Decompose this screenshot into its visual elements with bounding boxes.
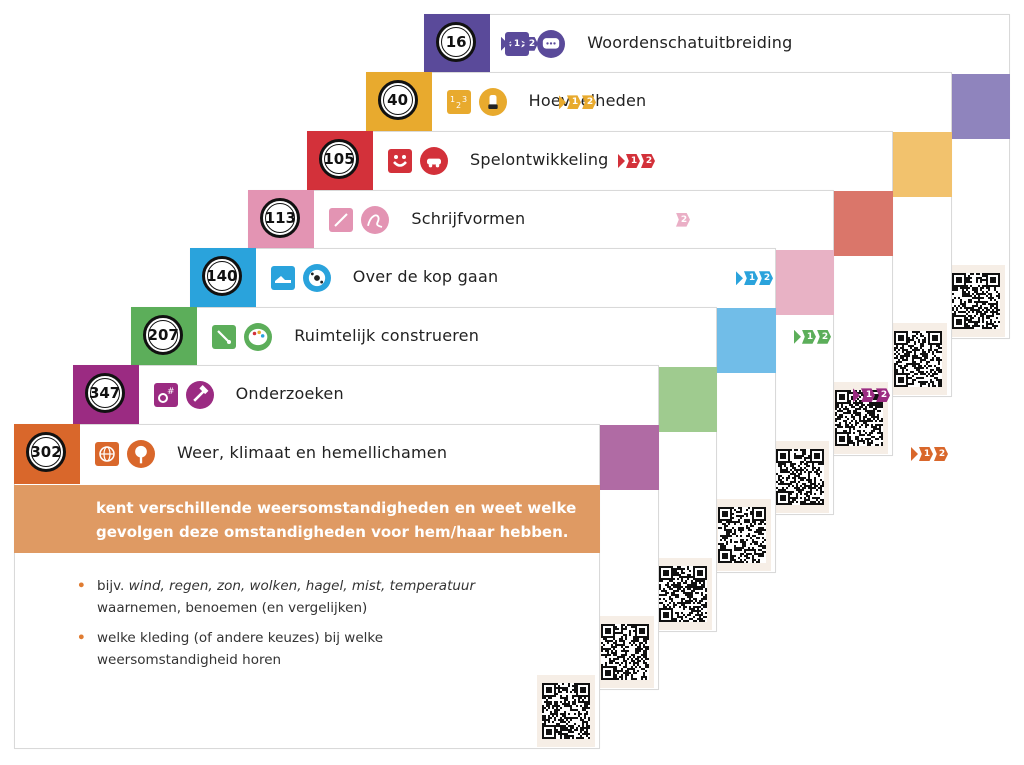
tree-icon <box>127 440 155 468</box>
level-badge: 1 <box>743 271 758 286</box>
color-stripe <box>592 425 659 491</box>
qr-code[interactable] <box>712 499 771 572</box>
level-badge: 1 <box>626 154 640 168</box>
bullet-prefix: welke kleding (of andere keuzes) bij wel… <box>97 630 384 668</box>
description-band: kent verschillende weersomstandigheden e… <box>14 485 600 553</box>
level-badge: 2 <box>675 212 690 227</box>
bullet-list: bijv. wind, regen, zon, wolken, hagel, m… <box>77 575 517 679</box>
card-title: Weer, klimaat en hemellichamen <box>177 443 448 462</box>
level-badge: 2 <box>523 36 538 51</box>
level-badge: 2 <box>875 388 890 403</box>
palette-icon <box>244 322 273 351</box>
qr-code[interactable] <box>771 440 830 513</box>
card-number-box: 347 <box>72 365 139 426</box>
level-badge: 2 <box>758 271 773 286</box>
ball-icon <box>302 264 331 293</box>
card-number: 140 <box>201 256 242 297</box>
toy-car-icon <box>420 147 448 175</box>
svg-text:3: 3 <box>462 95 467 104</box>
qr-code[interactable] <box>595 616 654 689</box>
color-stripe <box>709 308 776 374</box>
level-badge: 1 <box>508 36 523 51</box>
pencil-icon <box>329 207 354 232</box>
color-stripe <box>885 132 952 198</box>
qr-code[interactable] <box>537 675 595 747</box>
level-badge: 2 <box>641 154 655 168</box>
color-stripe <box>651 366 718 432</box>
card-number-box: 113 <box>248 189 315 250</box>
bullet-item: welke kleding (of andere keuzes) bij wel… <box>77 627 517 671</box>
smiley-icon <box>388 149 412 173</box>
card-number-box: 302 <box>14 424 80 484</box>
scribble-icon <box>361 205 390 234</box>
level-indicator: 2 <box>675 212 690 227</box>
svg-text:2: 2 <box>456 101 461 110</box>
qr-code[interactable] <box>654 557 713 630</box>
card-title: Onderzoeken <box>235 384 344 404</box>
qr-code[interactable] <box>947 264 1006 337</box>
card-number: 40 <box>377 80 418 121</box>
color-stripe <box>827 191 893 256</box>
card-number-box: 40 <box>365 72 432 133</box>
card-number-box: 105 <box>307 131 373 191</box>
level-badge: 1 <box>801 329 816 344</box>
color-stripe <box>944 73 1011 139</box>
bullet-italic: wind, regen, zon, wolken, hagel, mist, t… <box>128 578 476 594</box>
hammer-icon <box>185 381 214 410</box>
color-stripe <box>768 249 835 315</box>
card-title: Schrijfvormen <box>411 208 526 228</box>
card-title: Woordenschatuitbreiding <box>587 32 793 52</box>
qr-code[interactable] <box>888 323 947 396</box>
bullet-item: bijv. wind, regen, zon, wolken, hagel, m… <box>77 575 517 619</box>
card-number: 347 <box>84 373 125 414</box>
bullet-prefix: bijv. <box>97 578 129 594</box>
svg-text:1: 1 <box>450 95 455 104</box>
card-number: 113 <box>260 197 301 238</box>
level-badge: 1 <box>860 388 875 403</box>
level-badge: 1 <box>566 95 581 110</box>
card-title: Over de kop gaan <box>352 267 499 287</box>
speech-bubble-icon <box>537 29 566 58</box>
level-badge: 2 <box>581 95 596 110</box>
brush-icon <box>212 324 237 349</box>
card-title: Spelontwikkeling <box>470 150 609 169</box>
level-badge: 2 <box>816 329 831 344</box>
globe-icon <box>95 442 119 466</box>
card-number: 207 <box>143 314 184 355</box>
hand-counting-icon <box>478 88 507 117</box>
svg-text:#: # <box>167 387 175 397</box>
shoe-icon <box>270 266 295 291</box>
level-badge: 1 <box>919 447 933 461</box>
card-number-box: 16 <box>424 13 491 74</box>
card-title: Ruimtelijk construeren <box>294 325 480 345</box>
level-badge: 2 <box>934 447 948 461</box>
card-number-box: 140 <box>189 248 256 309</box>
card-number: 302 <box>26 432 66 472</box>
bullet-suffix: waarnemen, benoemen (en vergelijken) <box>97 600 368 616</box>
card-number-box: 207 <box>131 306 198 367</box>
gears-icon: # <box>153 383 178 408</box>
card-number: 105 <box>319 139 359 179</box>
card-number: 16 <box>436 21 477 62</box>
